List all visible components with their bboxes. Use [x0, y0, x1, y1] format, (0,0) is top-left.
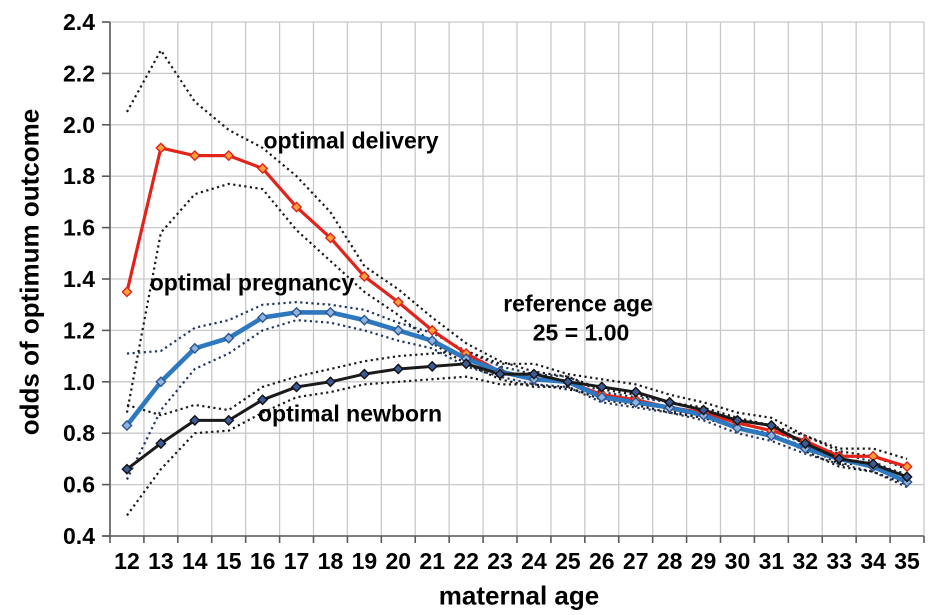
y-tick-label: 1.8	[63, 163, 95, 189]
label-optimal-pregnancy: optimal pregnancy	[149, 269, 355, 296]
x-tick-label: 21	[419, 548, 445, 574]
x-tick-label: 20	[385, 548, 411, 574]
x-tick-label: 19	[352, 548, 378, 574]
data-point-marker	[426, 324, 438, 336]
series-markers-optimal-newborn	[121, 358, 913, 483]
data-point-marker	[324, 306, 337, 318]
data-point-marker	[358, 368, 370, 380]
ci-band-optimal-newborn	[126, 349, 908, 517]
x-tick-label: 33	[826, 548, 852, 574]
data-point-marker	[426, 335, 438, 347]
x-tick-label: 34	[860, 548, 886, 574]
data-point-marker	[324, 232, 337, 244]
x-tick-label: 15	[216, 548, 242, 574]
data-point-marker	[562, 376, 574, 388]
data-point-marker	[664, 396, 676, 408]
data-point-marker	[426, 360, 438, 372]
x-tick-label: 29	[691, 548, 717, 574]
data-point-marker	[731, 422, 744, 434]
data-point-marker	[392, 296, 404, 308]
data-point-marker	[596, 391, 608, 403]
x-tick-label: 25	[555, 548, 581, 574]
data-point-marker	[155, 376, 167, 388]
x-tick-label: 13	[148, 548, 174, 574]
data-point-marker	[630, 396, 642, 408]
axes	[102, 21, 925, 543]
y-tick-label: 1.4	[63, 266, 95, 292]
data-point-marker	[223, 150, 235, 162]
data-point-marker	[257, 162, 269, 175]
x-tick-label: 35	[894, 548, 920, 574]
data-point-marker	[324, 376, 337, 388]
x-tick-label: 30	[725, 548, 751, 574]
y-tick-label: 2.0	[63, 112, 95, 138]
x-tick-label: 26	[589, 548, 615, 574]
x-tick-label: 28	[657, 548, 683, 574]
data-point-marker	[494, 368, 506, 380]
x-tick-label: 14	[182, 548, 208, 574]
x-tick-label: 18	[318, 548, 344, 574]
y-tick-label: 0.6	[63, 472, 95, 498]
data-point-marker	[630, 386, 642, 398]
x-tick-label: 24	[521, 548, 547, 574]
series-line-optimal-newborn	[125, 362, 909, 479]
y-tick-label: 0.4	[63, 523, 95, 549]
data-point-marker	[155, 142, 167, 154]
y-tick-label: 2.4	[63, 9, 95, 35]
data-point-marker	[528, 368, 540, 380]
x-tick-label: 17	[284, 548, 310, 574]
data-point-marker	[765, 430, 777, 442]
label-optimal-delivery: optimal delivery	[263, 127, 439, 154]
y-tick-label: 2.2	[63, 60, 95, 86]
data-point-marker	[223, 414, 235, 426]
x-tick-label: 22	[453, 548, 479, 574]
y-tick-label: 1.2	[63, 317, 95, 343]
data-point-marker	[833, 453, 845, 465]
data-point-marker	[867, 458, 879, 470]
label-reference-age: reference age	[503, 290, 653, 317]
data-point-marker	[290, 306, 303, 318]
label-optimal-newborn: optimal newborn	[258, 400, 442, 427]
data-point-marker	[392, 324, 404, 336]
data-point-marker	[257, 394, 269, 406]
data-point-marker	[901, 461, 913, 473]
data-point-marker	[731, 414, 744, 426]
tick-labels: 0.4 0.6 0.8 1.0 1.2 1.4 1.6 1.8 2.0 2.2 2.4 12 13 14 1…	[63, 9, 920, 574]
data-point-marker	[765, 419, 777, 432]
label-reference-value: 25 = 1.00	[532, 319, 630, 346]
y-axis-title: odds of optimum outcome	[14, 108, 45, 436]
data-point-marker	[257, 311, 269, 324]
data-point-marker	[358, 270, 370, 283]
x-tick-label: 27	[623, 548, 649, 574]
data-point-marker	[223, 332, 235, 344]
x-tick-label: 31	[759, 548, 785, 574]
data-point-marker	[799, 437, 811, 450]
data-point-marker	[155, 437, 167, 450]
data-point-marker	[901, 471, 913, 483]
x-tick-label: 32	[792, 548, 818, 574]
data-point-marker	[189, 150, 201, 162]
gridlines	[109, 21, 925, 537]
data-point-marker	[189, 414, 201, 426]
data-point-marker	[697, 404, 710, 416]
data-point-marker	[290, 201, 303, 213]
y-tick-label: 1.0	[63, 369, 95, 395]
data-point-marker	[392, 363, 404, 375]
data-point-marker	[189, 342, 201, 354]
data-point-marker	[460, 358, 472, 370]
x-tick-label: 23	[487, 548, 513, 574]
x-tick-label: 16	[250, 548, 276, 574]
y-tick-label: 0.8	[63, 420, 95, 446]
data-point-marker	[121, 419, 133, 432]
data-point-marker	[121, 463, 133, 475]
data-point-marker	[596, 381, 608, 393]
y-tick-label: 1.6	[63, 215, 95, 241]
x-tick-label: 12	[114, 548, 140, 574]
data-point-marker	[121, 286, 133, 298]
x-axis-title: maternal age	[438, 580, 600, 611]
data-point-marker	[358, 314, 370, 326]
data-point-marker	[290, 381, 303, 393]
